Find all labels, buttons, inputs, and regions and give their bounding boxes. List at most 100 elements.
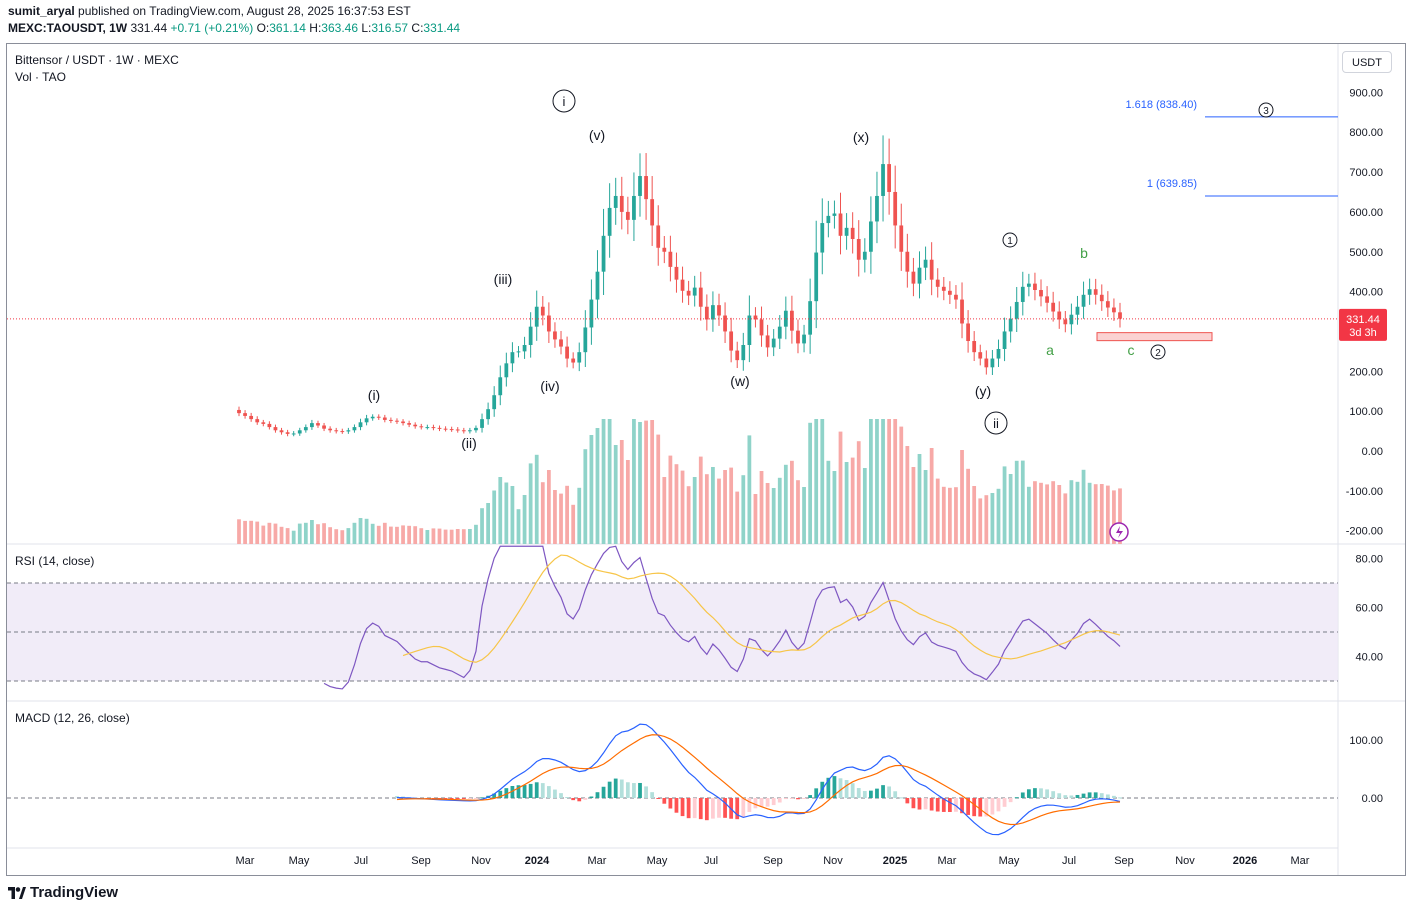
candle-body <box>516 351 521 353</box>
price-axis-label: 100.00 <box>1349 406 1383 418</box>
candle-body <box>765 335 770 348</box>
wave-label: 1 <box>1007 236 1013 247</box>
candle-body <box>498 377 503 396</box>
macd-histogram-bar <box>717 798 721 818</box>
candle-body <box>735 350 740 361</box>
candle-body <box>656 225 661 248</box>
publish-line: sumit_aryal published on TradingView.com… <box>8 4 411 18</box>
candle-body <box>814 252 819 302</box>
volume-bar <box>437 528 442 544</box>
macd-histogram-bar <box>869 790 873 798</box>
volume-bar <box>389 526 393 544</box>
price-axis-label: 600.00 <box>1349 207 1383 219</box>
candle-body <box>303 427 308 431</box>
candle-body <box>850 227 855 239</box>
volume-bar <box>704 474 709 544</box>
time-axis-label: Jul <box>704 855 718 867</box>
volume-bar <box>559 493 563 544</box>
macd-histogram-bar <box>984 798 989 817</box>
time-axis-label: 2026 <box>1233 855 1257 867</box>
macd-histogram-bar <box>838 778 843 798</box>
volume-bar <box>850 457 855 544</box>
macd-histogram-bar <box>516 785 521 798</box>
volume-bar <box>875 419 879 544</box>
volume-bar <box>796 480 800 544</box>
macd-histogram-bar <box>449 798 454 799</box>
volume-bar <box>1045 484 1049 544</box>
macd-histogram-bar <box>1057 793 1062 798</box>
candle-body <box>249 415 254 420</box>
volume-bar <box>467 529 472 544</box>
volume-bar <box>808 422 813 544</box>
candle-body <box>996 348 1001 359</box>
candle-body <box>717 305 721 316</box>
candle-body <box>419 426 424 428</box>
macd-histogram-bar <box>856 788 861 798</box>
candle-body <box>947 290 952 295</box>
macd-histogram-bar <box>808 795 813 798</box>
volume-bar <box>407 525 412 544</box>
candle-body <box>966 323 970 342</box>
candle-body <box>686 290 691 296</box>
wave-label: (i) <box>368 387 380 403</box>
macd-histogram-bar <box>917 798 922 810</box>
candle-body <box>929 259 934 280</box>
candle-body <box>510 352 515 364</box>
footer-brand[interactable]: TradingView <box>8 884 118 901</box>
candle-body <box>972 341 977 353</box>
candle-body <box>662 247 667 252</box>
volume-bar <box>893 419 898 544</box>
candle-body <box>692 287 697 296</box>
volume-bar <box>844 462 849 544</box>
volume-bar <box>771 488 776 544</box>
volume-bar <box>996 488 1001 544</box>
candle-body <box>893 191 898 226</box>
rsi-pane-title: RSI (14, close) <box>15 554 95 568</box>
change-value: +0.71 (+0.21%) <box>170 21 254 35</box>
candle-body <box>796 330 800 344</box>
target-zone <box>1096 332 1213 342</box>
volume-bar <box>680 470 685 544</box>
macd-histogram-bar <box>881 785 885 798</box>
volume-bar <box>717 478 721 544</box>
candle-body <box>1039 290 1043 297</box>
close-label: C: <box>411 21 424 35</box>
wave-label: (x) <box>853 129 869 145</box>
macd-histogram-bar <box>972 798 977 817</box>
wave-label: (ii) <box>461 435 477 451</box>
volume-bar <box>759 471 764 544</box>
candle-body <box>698 287 703 307</box>
tradingview-logo-icon <box>8 886 26 899</box>
price-axis-label: 700.00 <box>1349 167 1383 179</box>
author-name[interactable]: sumit_aryal <box>8 4 75 18</box>
macd-histogram-bar <box>504 788 509 798</box>
candle-body <box>1026 283 1031 287</box>
low-value: 316.57 <box>371 21 409 35</box>
candle-body <box>826 215 831 224</box>
volume-bar <box>650 420 655 544</box>
macd-histogram-bar <box>1026 789 1031 798</box>
volume-bar <box>376 525 381 544</box>
volume-bar <box>729 467 734 544</box>
volume-bar <box>1026 486 1031 544</box>
wave-label: 2 <box>1155 348 1161 359</box>
volume-bar <box>1051 481 1056 544</box>
candle-body <box>504 363 509 378</box>
volume-bar <box>899 426 904 544</box>
volume-bar <box>340 530 345 544</box>
macd-histogram-bar <box>1045 789 1049 798</box>
price-axis-label: 800.00 <box>1349 127 1383 139</box>
candle-body <box>328 428 333 431</box>
wave-label: 3 <box>1263 106 1269 117</box>
low-label: L: <box>361 21 372 35</box>
volume-bar <box>698 456 703 544</box>
candle-body <box>862 251 867 260</box>
volume-bar <box>443 529 448 544</box>
candle-body <box>279 430 284 433</box>
currency-button[interactable]: USDT <box>1342 51 1392 73</box>
candle-body <box>1093 289 1098 295</box>
macd-histogram-bar <box>474 798 478 799</box>
macd-histogram-bar <box>644 786 648 798</box>
chart-frame[interactable] <box>6 43 1406 876</box>
